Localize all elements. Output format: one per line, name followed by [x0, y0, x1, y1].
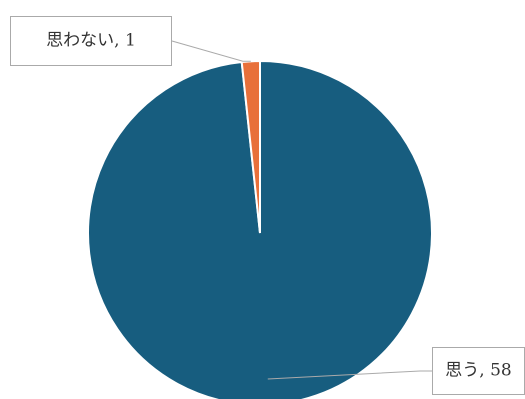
leader-line: [267, 370, 432, 380]
data-label: 思わない, 1: [46, 31, 136, 51]
leader-line: [171, 40, 251, 62]
label-box: [432, 347, 525, 395]
label-box: [10, 16, 172, 66]
pie-slice: [240, 59, 261, 234]
data-label: 思う, 58: [445, 361, 511, 381]
